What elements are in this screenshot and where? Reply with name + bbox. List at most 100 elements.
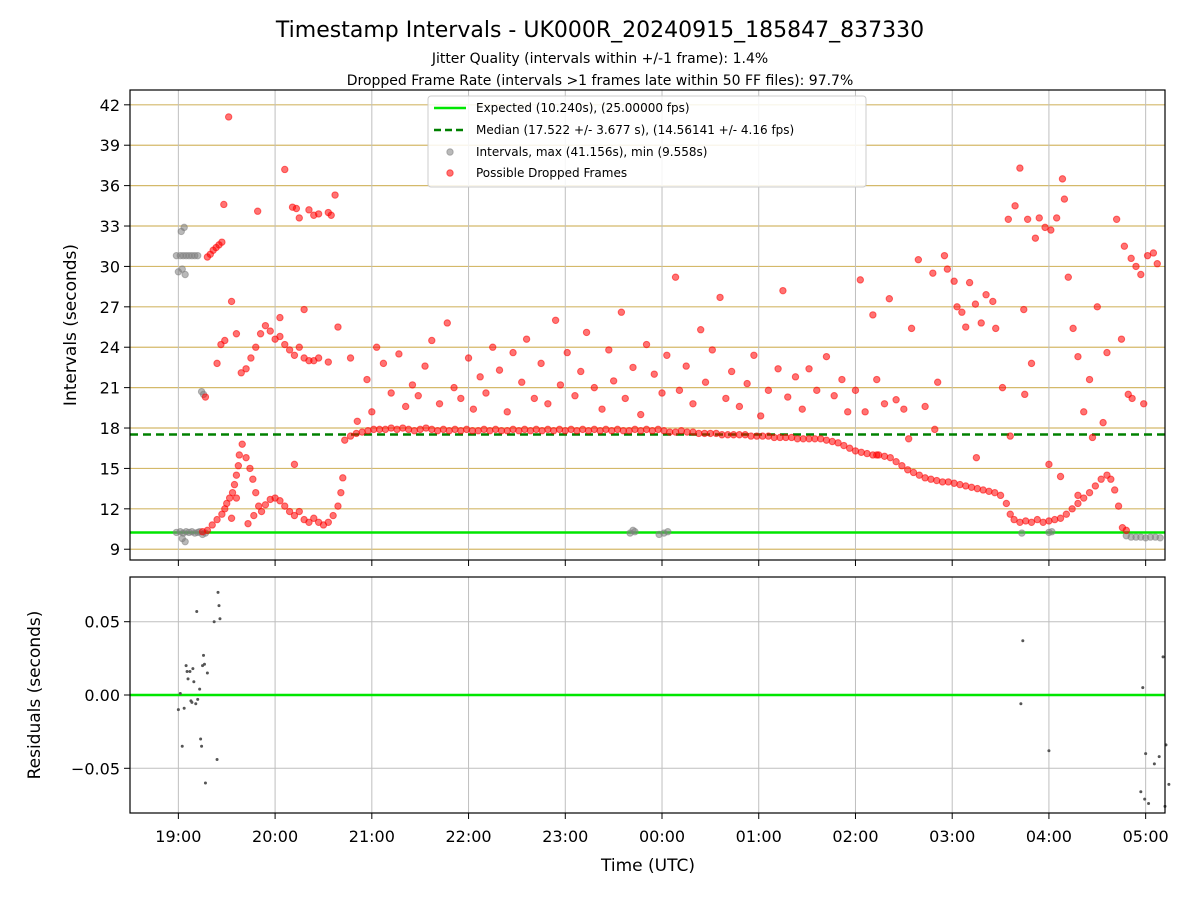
residual-point — [1047, 749, 1051, 753]
interval-point — [1156, 534, 1164, 542]
dropped-frame-point — [940, 251, 949, 260]
dropped-frame-point — [276, 332, 284, 341]
dropped-frame-point — [256, 330, 265, 338]
dropped-frame-point — [1068, 505, 1076, 513]
dropped-frame-point — [784, 393, 792, 401]
dropped-frame-point — [228, 488, 237, 497]
dropped-frame-point — [697, 326, 705, 334]
dropped-frame-point — [208, 521, 216, 529]
intervals-y-axis: 9 12 15 18 21 24 27 30 33 36 39 42 — [100, 96, 130, 559]
residual-point — [190, 700, 194, 704]
dropped-frame-point — [522, 335, 531, 343]
dropped-frame-point — [220, 200, 228, 209]
residual-point — [1152, 762, 1156, 766]
dropped-frame-point — [495, 366, 504, 374]
dropped-frame-point — [750, 351, 758, 360]
dropped-frame-point — [989, 297, 997, 306]
dropped-frame-point — [224, 113, 233, 121]
dropped-frame-point — [435, 400, 444, 408]
dropped-frame-point — [577, 367, 585, 376]
legend-box — [427, 95, 867, 188]
dropped-frame-point — [556, 381, 565, 389]
dropped-frame-point — [1093, 303, 1101, 311]
dropped-frame-point — [285, 507, 294, 516]
dropped-frame-point — [387, 389, 395, 397]
dropped-frame-point — [904, 435, 913, 443]
dropped-frame-point — [943, 265, 952, 273]
dropped-frame-point — [1020, 305, 1028, 314]
dropped-frame-point — [953, 303, 961, 311]
dropped-frame-point — [276, 313, 284, 322]
residual-point — [1157, 755, 1161, 759]
dropped-frame-point — [1002, 499, 1011, 508]
dropped-frame-point — [341, 436, 349, 444]
dropped-frame-point — [363, 375, 371, 384]
dropped-frame-point — [1016, 164, 1024, 172]
dropped-frame-point — [1074, 352, 1082, 361]
dropped-frame-point — [482, 389, 490, 397]
residual-point — [178, 692, 182, 696]
dropped-frame-point — [1006, 432, 1014, 440]
intervals-y-tick-label: 30 — [100, 257, 120, 276]
dropped-frame-point — [830, 392, 838, 400]
interval-point — [1048, 528, 1056, 536]
dropped-frame-point — [605, 346, 613, 354]
dropped-frame-point — [247, 354, 255, 362]
dropped-frame-point — [300, 305, 308, 314]
dropped-frame-point — [281, 165, 289, 174]
dropped-frame-point — [1064, 273, 1072, 281]
dropped-frame-point — [232, 494, 241, 502]
legend-dropped-swatch — [446, 169, 454, 177]
dropped-frame-point — [324, 358, 332, 366]
dropped-frame-point — [1149, 249, 1158, 257]
dropped-frame-point — [252, 343, 260, 351]
dropped-frame-point — [873, 451, 881, 459]
dropped-frame-point — [530, 394, 539, 403]
residual-point — [212, 620, 216, 624]
time-tick-label: 21:00 — [349, 827, 395, 846]
dropped-frame-point — [1114, 502, 1123, 510]
dropped-frame-point — [650, 370, 658, 378]
chart-subtitle-dropped: Dropped Frame Rate (intervals >1 frames … — [347, 73, 854, 89]
time-tick-label: 04:00 — [1026, 827, 1072, 846]
chart-subtitle-jitter: Jitter Quality (intervals within +/-1 fr… — [431, 51, 768, 67]
dropped-frame-point — [716, 293, 724, 302]
intervals-y-axis-label: Intervals (seconds) — [61, 244, 81, 406]
dropped-frame-point — [992, 324, 1000, 333]
dropped-frame-point — [915, 471, 924, 479]
dropped-frame-point — [1074, 491, 1082, 500]
dropped-frame-point — [743, 379, 751, 388]
dropped-frame-point — [244, 519, 252, 528]
residual-point — [198, 687, 202, 691]
dropped-frame-point — [1056, 472, 1065, 481]
dropped-frame-point — [675, 386, 684, 395]
legend-intervals-label: Intervals, max (41.156s), min (9.558s) — [476, 145, 707, 159]
dropped-frame-point — [590, 383, 598, 392]
dropped-frame-point — [1132, 262, 1140, 271]
dropped-frame-point — [1006, 510, 1014, 518]
dropped-frame-point — [232, 471, 241, 479]
dropped-frame-point — [234, 462, 243, 470]
dropped-frame-point — [1091, 482, 1100, 490]
dropped-frame-point — [982, 290, 990, 299]
dropped-frame-point — [295, 214, 303, 222]
dropped-frame-point — [722, 394, 730, 403]
dropped-frame-point — [1099, 418, 1107, 427]
residual-point — [1139, 790, 1143, 794]
dropped-frame-point — [1111, 486, 1119, 494]
residual-point — [192, 680, 196, 684]
dropped-frame-point — [242, 453, 250, 462]
residual-point — [1144, 752, 1148, 756]
dropped-frame-point — [735, 402, 744, 411]
dropped-frame-point — [421, 362, 429, 370]
dropped-frame-point — [314, 210, 323, 218]
dropped-frame-point — [489, 343, 497, 351]
residual-point — [215, 757, 219, 761]
dropped-frame-point — [334, 502, 342, 510]
interval-point — [180, 223, 188, 232]
dropped-frame-point — [1137, 270, 1145, 279]
dropped-frame-point — [518, 378, 526, 386]
dropped-frame-point — [450, 383, 458, 392]
dropped-frame-point — [237, 369, 245, 377]
